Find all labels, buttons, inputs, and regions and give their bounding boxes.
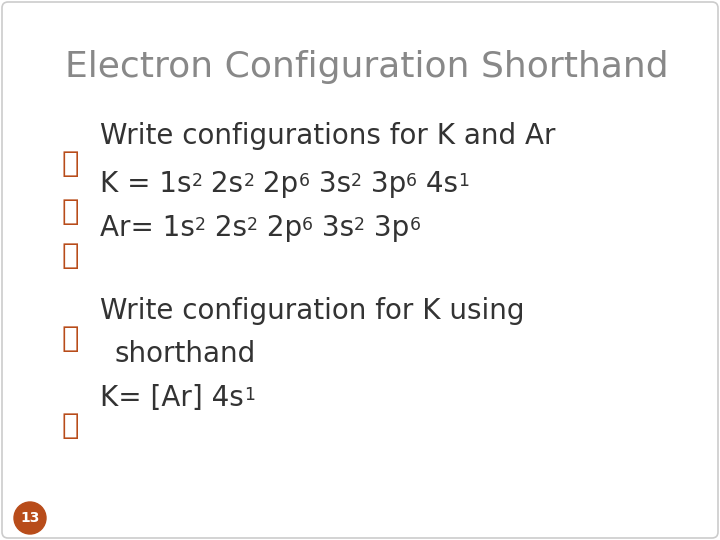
Text: 3s: 3s <box>313 214 354 242</box>
Text: 6: 6 <box>302 215 313 234</box>
Text: 2p: 2p <box>258 214 302 242</box>
Circle shape <box>14 502 46 534</box>
Text: shorthand: shorthand <box>115 340 256 368</box>
Text: 13: 13 <box>20 511 40 525</box>
Text: ꝯ: ꝯ <box>62 325 79 353</box>
Text: ꝯ: ꝯ <box>62 198 79 226</box>
Text: ꝯ: ꝯ <box>62 412 79 440</box>
Text: 2: 2 <box>351 172 361 190</box>
Text: 3p: 3p <box>365 214 410 242</box>
Text: 2p: 2p <box>254 170 299 198</box>
Text: 2s: 2s <box>206 214 247 242</box>
Text: Write configuration for K using: Write configuration for K using <box>100 297 524 325</box>
Text: Ar= 1s: Ar= 1s <box>100 214 195 242</box>
Text: 2: 2 <box>195 215 206 234</box>
Text: 3s: 3s <box>310 170 351 198</box>
Text: K= [Ar] 4s: K= [Ar] 4s <box>100 384 244 412</box>
Text: 2s: 2s <box>202 170 243 198</box>
Text: ꝯ: ꝯ <box>62 150 79 178</box>
Text: ꝯ: ꝯ <box>62 242 79 270</box>
Text: 2: 2 <box>354 215 365 234</box>
Text: 1: 1 <box>458 172 469 190</box>
Text: 6: 6 <box>299 172 310 190</box>
Text: 2: 2 <box>192 172 202 190</box>
Text: 6: 6 <box>410 215 420 234</box>
Text: 4s: 4s <box>417 170 458 198</box>
Text: 6: 6 <box>406 172 417 190</box>
Text: 1: 1 <box>244 386 255 403</box>
Text: 3p: 3p <box>361 170 406 198</box>
Text: 2: 2 <box>247 215 258 234</box>
Text: K = 1s: K = 1s <box>100 170 192 198</box>
Text: Electron Configuration Shorthand: Electron Configuration Shorthand <box>65 50 669 84</box>
Text: 2: 2 <box>243 172 254 190</box>
Text: Write configurations for K and Ar: Write configurations for K and Ar <box>100 122 556 150</box>
